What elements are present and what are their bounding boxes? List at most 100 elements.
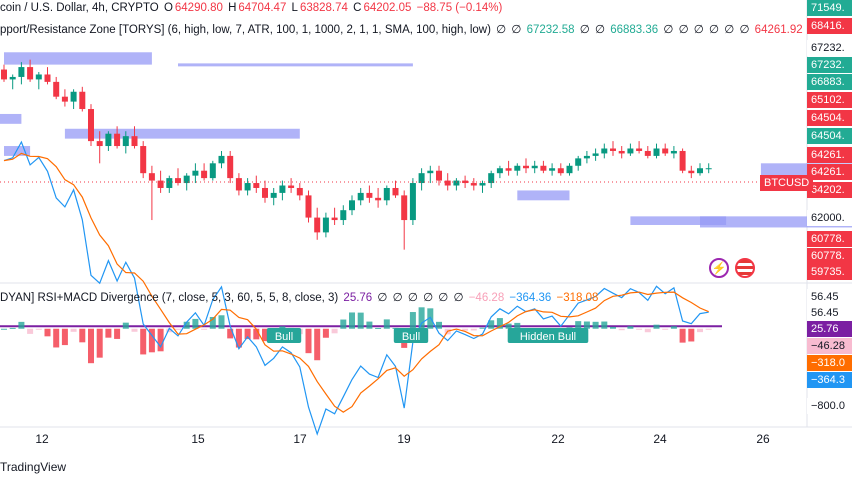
candle-body bbox=[270, 192, 277, 198]
histogram-bar bbox=[479, 327, 486, 329]
indicator2-header[interactable]: DYAN] RSI+MACD Divergence (7, close, 5, … bbox=[0, 290, 602, 304]
histogram-bar bbox=[340, 319, 347, 329]
candle-body bbox=[105, 133, 112, 147]
oscillator-label: −318.0 bbox=[807, 355, 852, 371]
histogram-bar bbox=[305, 328, 312, 354]
histogram-bar bbox=[1, 328, 7, 330]
candle-body bbox=[27, 67, 34, 80]
histogram-bar bbox=[349, 312, 355, 329]
candle-body bbox=[61, 96, 68, 102]
histogram-bar bbox=[209, 316, 216, 329]
candle-body bbox=[549, 168, 556, 171]
candle-body bbox=[705, 168, 712, 170]
histogram-bar bbox=[227, 328, 234, 339]
histogram-bar bbox=[357, 312, 364, 329]
histogram-bar bbox=[183, 321, 190, 329]
histogram-bar bbox=[575, 321, 582, 329]
us-flag-icon[interactable] bbox=[735, 258, 755, 278]
symbol-title[interactable]: coin / U.S. Dollar, 4h, CRYPTO bbox=[0, 2, 159, 14]
candle-body bbox=[35, 74, 42, 80]
divergence-label: Bull bbox=[393, 328, 429, 343]
histogram-bar bbox=[462, 328, 469, 331]
indicator2-name[interactable]: DYAN] RSI+MACD Divergence (7, close, 5, … bbox=[0, 292, 339, 304]
candle-body bbox=[479, 183, 486, 186]
indicator1-value: 64261.92 bbox=[754, 24, 806, 36]
candle-body bbox=[331, 217, 338, 221]
low-value: 63828.74 bbox=[299, 2, 348, 14]
candle-body bbox=[496, 168, 503, 174]
histogram-bar bbox=[79, 328, 86, 343]
histogram-bar bbox=[653, 324, 660, 329]
indicator1-value: ∅ bbox=[693, 24, 708, 36]
tradingview-logo[interactable]: TradingView bbox=[0, 460, 67, 474]
histogram-bar bbox=[627, 326, 634, 329]
candle-body bbox=[470, 183, 477, 186]
candle-body bbox=[157, 180, 164, 188]
sr-zone bbox=[517, 190, 570, 201]
indicator1-header[interactable]: pport/Resistance Zone [TORYS] (6, high, … bbox=[0, 22, 837, 36]
candle-body bbox=[114, 133, 121, 147]
candle-body bbox=[401, 195, 408, 221]
macd-line bbox=[3, 140, 709, 436]
candle-body bbox=[601, 148, 608, 154]
indicator2-value: ∅ bbox=[407, 292, 422, 304]
histogram-bar bbox=[505, 323, 512, 329]
candle-body bbox=[227, 155, 234, 179]
indicator1-value: ∅ bbox=[678, 24, 692, 36]
candle-body bbox=[201, 170, 208, 179]
indicator1-name[interactable]: pport/Resistance Zone [TORYS] (6, high, … bbox=[0, 24, 491, 36]
symbol-tag: BTCUSD bbox=[760, 175, 814, 191]
candle-body bbox=[409, 183, 416, 221]
time-tick: 19 bbox=[397, 432, 411, 446]
indicator1-value: ∅ bbox=[496, 24, 510, 36]
histogram-bar bbox=[105, 328, 112, 338]
candle-body bbox=[697, 168, 703, 174]
high-label: H bbox=[228, 2, 237, 14]
candle-body bbox=[462, 180, 469, 184]
candle-body bbox=[183, 175, 190, 184]
candle-body bbox=[592, 153, 599, 156]
time-tick: 17 bbox=[293, 432, 307, 446]
indicator1-values: ∅ ∅ 67232.58 ∅ ∅ 66883.36 ∅ ∅ ∅ ∅ ∅ ∅ 64… bbox=[496, 24, 835, 36]
indicator2-value: ∅ bbox=[438, 292, 452, 304]
candle-body bbox=[583, 155, 590, 159]
candle-body bbox=[349, 200, 355, 211]
time-tick: 12 bbox=[35, 432, 49, 446]
histogram-bar bbox=[279, 326, 286, 329]
svg-text:Bull: Bull bbox=[275, 331, 293, 343]
candle-body bbox=[70, 91, 77, 102]
indicator2-value: −318.08 bbox=[556, 292, 599, 304]
candle-body bbox=[357, 192, 364, 201]
histogram-bar bbox=[253, 328, 260, 340]
candle-body bbox=[627, 148, 634, 154]
histogram-bar bbox=[244, 328, 251, 340]
histogram-bar bbox=[418, 307, 425, 329]
oscillator-label: −800.0 bbox=[807, 398, 852, 414]
histogram-bar bbox=[96, 328, 103, 358]
histogram-bar bbox=[27, 328, 34, 334]
lightning-icon[interactable]: ⚡ bbox=[709, 258, 729, 278]
indicator1-value: ∅ bbox=[663, 24, 677, 36]
indicator1-value: 67232.58 bbox=[526, 24, 578, 36]
histogram-bar bbox=[697, 328, 703, 333]
time-tick: 24 bbox=[653, 432, 667, 446]
signal-line bbox=[3, 152, 709, 413]
candle-body bbox=[209, 163, 216, 179]
candle-body bbox=[540, 165, 547, 171]
high-value: 64704.47 bbox=[238, 2, 287, 14]
candle-body bbox=[322, 217, 329, 233]
sr-zone bbox=[4, 52, 152, 65]
candle-body bbox=[166, 178, 173, 188]
candle-body bbox=[340, 210, 347, 221]
histogram-bar bbox=[88, 328, 94, 364]
histogram-bar bbox=[488, 320, 495, 329]
candle-body bbox=[557, 168, 564, 174]
histogram-bar bbox=[122, 322, 129, 329]
histogram-bar bbox=[314, 328, 321, 361]
price-label: 67232. bbox=[807, 40, 852, 56]
histogram-bar bbox=[175, 328, 181, 330]
candle-body bbox=[1, 69, 7, 80]
histogram-bar bbox=[131, 328, 138, 332]
histogram-bar bbox=[470, 328, 477, 331]
